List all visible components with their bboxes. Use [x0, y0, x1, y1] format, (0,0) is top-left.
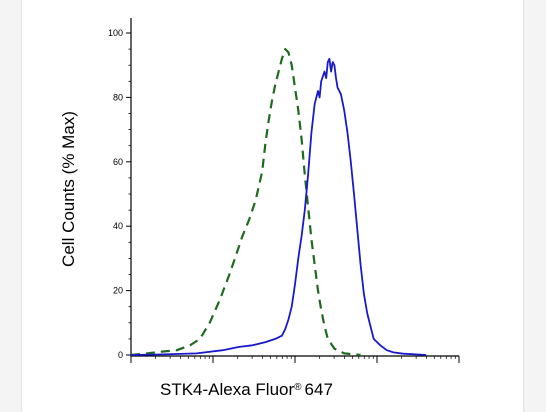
stained-histogram-line [130, 57, 427, 356]
y-axis-ticks: 0 20 40 60 80 100 [108, 28, 131, 360]
x-axis-title-main: STK4-Alexa Fluor [160, 380, 294, 399]
y-tick-label: 80 [113, 92, 123, 102]
figure-frame [21, 0, 524, 412]
x-axis-title-tail: 647 [305, 380, 333, 399]
series-group [130, 48, 427, 357]
x-axis-title: STK4-Alexa Fluor® 647 [160, 380, 333, 399]
y-tick-label: 40 [113, 221, 123, 231]
y-tick-label: 0 [118, 350, 123, 360]
control-histogram-line [130, 48, 361, 357]
registered-mark: ® [294, 382, 302, 393]
y-axis-title: Cell Counts (% Max) [59, 111, 78, 267]
y-tick-label: 100 [108, 28, 123, 38]
y-tick-label: 60 [113, 157, 123, 167]
x-axis-ticks [130, 356, 460, 363]
y-tick-label: 20 [113, 286, 123, 296]
